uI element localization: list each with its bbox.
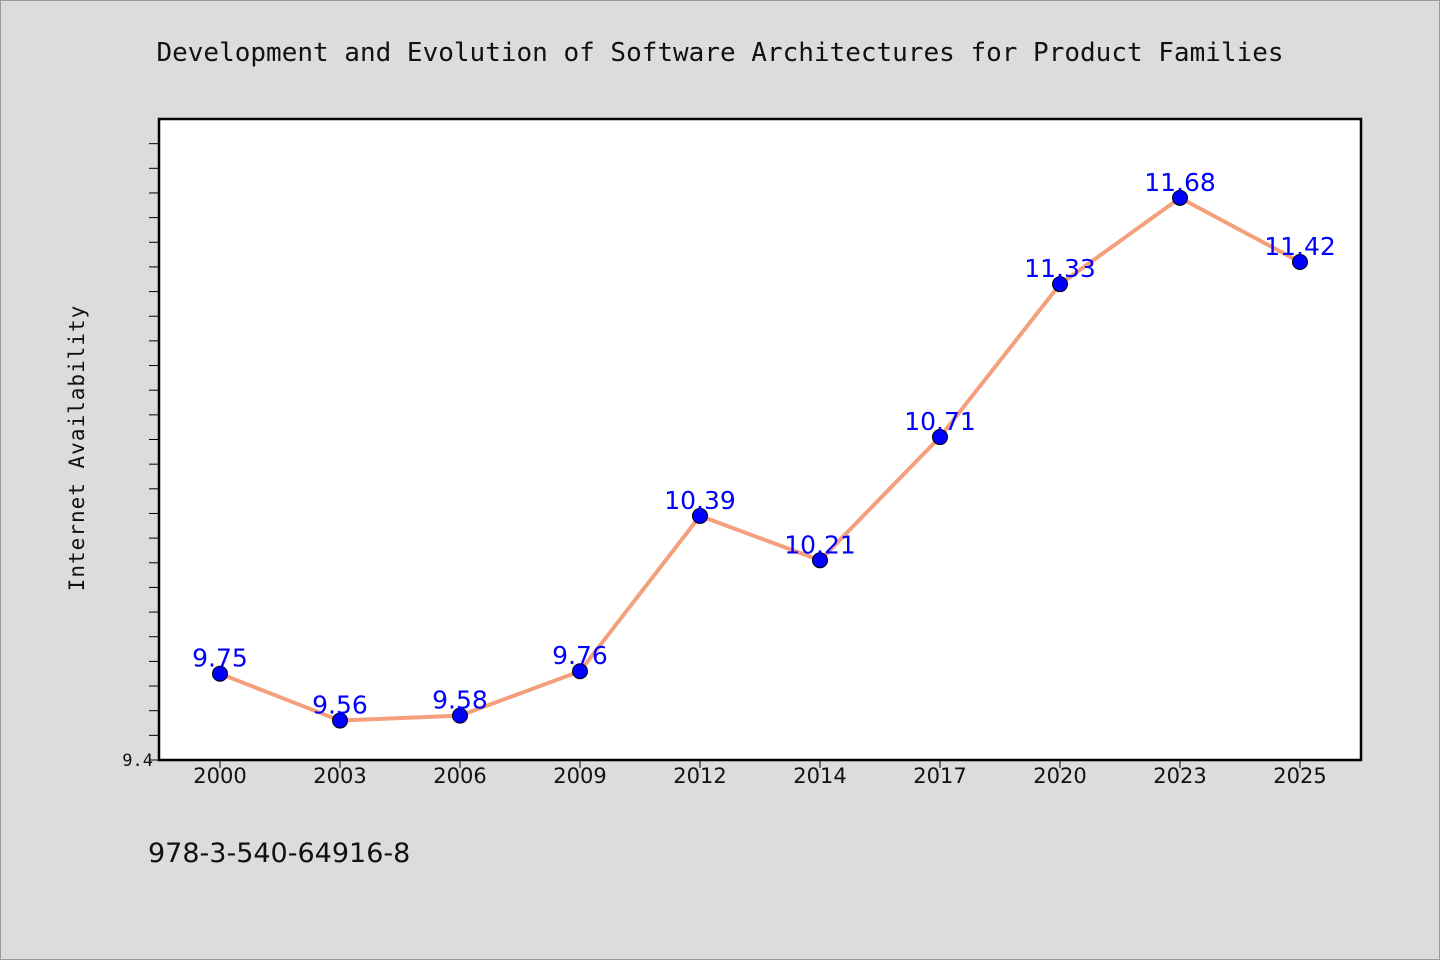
y-axis-label: Internet Availability [65, 305, 89, 592]
x-tick-label: 2020 [1033, 764, 1086, 788]
data-point [1172, 189, 1188, 206]
x-tick-label: 2000 [193, 764, 246, 788]
data-point [812, 552, 828, 569]
data-point [692, 507, 708, 524]
data-point [932, 429, 948, 446]
x-tick-label: 2025 [1273, 764, 1326, 788]
data-label: 11.33 [1024, 254, 1096, 283]
data-point [212, 665, 228, 682]
x-tick-label: 2014 [793, 764, 846, 788]
data-label: 10.21 [784, 530, 856, 559]
data-point [1052, 276, 1068, 293]
data-point [452, 707, 468, 724]
data-label: 11.42 [1264, 232, 1336, 261]
series-line [218, 195, 1302, 723]
data-label: 9.56 [312, 691, 368, 720]
data-point [332, 712, 348, 729]
data-label: 9.58 [432, 686, 488, 715]
y-axis-ticks [149, 143, 159, 761]
data-label: 9.75 [192, 644, 248, 673]
x-axis-ticks: 2000 2003 2006 2009 2012 2014 2017 2020 2023 2025 [193, 760, 1327, 788]
data-label: 10.39 [664, 486, 736, 515]
data-label: 9.76 [552, 641, 608, 670]
data-point [1292, 253, 1308, 270]
plot-area [157, 117, 1363, 762]
data-label: 10.71 [904, 407, 976, 436]
footnote-isbn: 978-3-540-64916-8 [148, 838, 410, 869]
x-tick-label: 2012 [673, 764, 726, 788]
data-point [572, 663, 588, 680]
y-tick-label-min: 9.4 [122, 751, 153, 771]
data-label: 11.68 [1144, 168, 1216, 197]
x-tick-label: 2006 [433, 764, 486, 788]
x-tick-label: 2017 [913, 764, 966, 788]
chart-title: Development and Evolution of Software Ar… [156, 38, 1283, 68]
x-tick-label: 2003 [313, 764, 366, 788]
series-layer: 9.75 9.56 9.58 9.76 10.39 10.21 10.71 11.33 11.6… [192, 168, 1336, 729]
x-tick-label: 2023 [1153, 764, 1206, 788]
x-tick-label: 2009 [553, 764, 606, 788]
